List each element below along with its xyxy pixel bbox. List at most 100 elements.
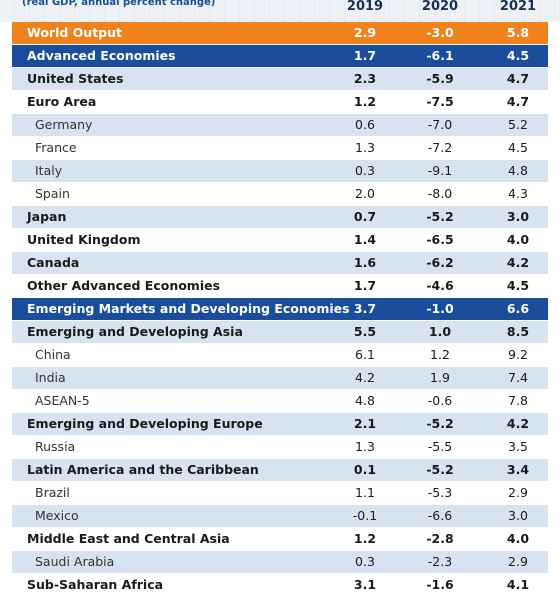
table-row: India 4.2 1.9 7.4: [12, 367, 548, 390]
cell-value: -8.0: [427, 186, 453, 201]
year: 2020: [421, 0, 459, 14]
cell-value: 4.2: [355, 370, 375, 385]
cell-value: -7.0: [427, 117, 453, 132]
table-row: Advanced Economies 1.7 -6.1 4.5: [12, 45, 548, 68]
table-row: Brazil 1.1 -5.3 2.9: [12, 482, 548, 505]
cell-value: -5.2: [426, 416, 454, 431]
table-row: Japan 0.7 -5.2 3.0: [12, 206, 548, 229]
table-row: Sub-Saharan Africa 3.1 -1.6 4.1: [12, 574, 548, 597]
subtitle: (real GDP, annual percent change): [22, 0, 216, 8]
row-label: Germany: [35, 117, 93, 132]
cell-value: 1.2: [353, 531, 377, 546]
cell-value: 1.2: [430, 347, 450, 362]
cell-value: -6.1: [426, 48, 454, 63]
table-row: Euro Area 1.2 -7.5 4.7: [12, 91, 548, 114]
row-label: China: [35, 347, 71, 362]
cell-value: -5.5: [427, 439, 453, 454]
cell-value: -5.9: [426, 71, 454, 86]
cell-value: 1.9: [430, 370, 450, 385]
table-row: Latin America and the Caribbean 0.1 -5.2 3.…: [12, 459, 548, 482]
cell-value: 4.3: [508, 186, 528, 201]
cell-value: 2.1: [353, 416, 377, 431]
cell-value: 1.6: [353, 255, 377, 270]
table-row: Canada 1.6 -6.2 4.2: [12, 252, 548, 275]
row-label: ASEAN-5: [35, 393, 90, 408]
table-row: Russia 1.3 -5.5 3.5: [12, 436, 548, 459]
row-label: Saudi Arabia: [35, 554, 115, 569]
cell-value: 1.2: [353, 94, 377, 109]
table-row: Other Advanced Economies 1.7 -4.6 4.5: [12, 275, 548, 298]
cell-value: 4.7: [506, 94, 530, 109]
cell-value: 2.9: [353, 25, 377, 40]
table-row: France 1.3 -7.2 4.5: [12, 137, 548, 160]
cell-value: -9.1: [427, 163, 453, 178]
cell-value: 4.8: [508, 163, 528, 178]
year: 2019: [346, 0, 384, 14]
cell-value: 9.2: [508, 347, 528, 362]
table-row: Emerging Markets and Developing Economie…: [12, 298, 548, 321]
cell-value: -0.6: [427, 393, 453, 408]
cell-value: -6.2: [426, 255, 454, 270]
cell-value: -6.6: [427, 508, 453, 523]
cell-value: 1.3: [355, 140, 375, 155]
cell-value: 0.7: [353, 209, 377, 224]
table-row: United Kingdom 1.4 -6.5 4.0: [12, 229, 548, 252]
row-label: Sub-Saharan Africa: [27, 577, 164, 592]
row-label: Other Advanced Economies: [27, 278, 221, 293]
cell-value: 4.2: [506, 416, 530, 431]
cell-value: -5.3: [427, 485, 453, 500]
cell-value: 2.3: [353, 71, 377, 86]
table-row: Italy 0.3 -9.1 4.8: [12, 160, 548, 183]
cell-value: 7.4: [508, 370, 528, 385]
cell-value: 3.7: [353, 301, 377, 316]
cell-value: -2.3: [427, 554, 453, 569]
cell-value: -3.0: [426, 25, 454, 40]
cell-value: 4.5: [508, 140, 528, 155]
cell-value: -4.6: [426, 278, 454, 293]
cell-value: 5.2: [508, 117, 528, 132]
cell-value: 1.1: [355, 485, 375, 500]
cell-value: -5.2: [426, 462, 454, 477]
cell-value: 1.7: [353, 278, 377, 293]
cell-value: 2.0: [355, 186, 375, 201]
table-row: United States 2.3 -5.9 4.7: [12, 68, 548, 91]
row-label: France: [35, 140, 77, 155]
cell-value: 4.5: [506, 278, 530, 293]
cell-value: 3.0: [508, 508, 528, 523]
table-row: Germany 0.6 -7.0 5.2: [12, 114, 548, 137]
cell-value: 3.1: [353, 577, 377, 592]
cell-value: -7.2: [427, 140, 453, 155]
row-label: Emerging and Developing Europe: [27, 416, 263, 431]
cell-value: 1.0: [428, 324, 452, 339]
row-label: Italy: [35, 163, 63, 178]
row-label: Brazil: [35, 485, 70, 500]
row-label: Japan: [27, 209, 67, 224]
table-row: Saudi Arabia 0.3 -2.3 2.9: [12, 551, 548, 574]
cell-value: 5.5: [353, 324, 377, 339]
cell-value: 4.0: [506, 232, 530, 247]
cell-value: 7.8: [508, 393, 528, 408]
cell-value: -0.1: [352, 508, 378, 523]
cell-value: 2.9: [508, 485, 528, 500]
cell-value: -5.2: [426, 209, 454, 224]
cell-value: 4.0: [506, 531, 530, 546]
row-label: United States: [27, 71, 124, 86]
row-label: World Output: [27, 25, 123, 40]
table-row: World Output 2.9 -3.0 5.8: [12, 22, 548, 45]
cell-value: 1.3: [355, 439, 375, 454]
cell-value: 4.1: [506, 577, 530, 592]
cell-value: -7.5: [426, 94, 454, 109]
cell-value: 6.1: [355, 347, 375, 362]
row-label: Middle East and Central Asia: [27, 531, 230, 546]
cell-value: 6.6: [506, 301, 530, 316]
cell-value: 3.4: [506, 462, 530, 477]
cell-value: 4.5: [506, 48, 530, 63]
cell-value: 4.2: [506, 255, 530, 270]
year: 2021: [499, 0, 537, 14]
cell-value: -6.5: [426, 232, 454, 247]
cell-value: 1.4: [353, 232, 377, 247]
cell-value: 0.3: [355, 554, 375, 569]
table-row: Middle East and Central Asia 1.2 -2.8 4.0: [12, 528, 548, 551]
row-label: Advanced Economies: [27, 48, 176, 63]
